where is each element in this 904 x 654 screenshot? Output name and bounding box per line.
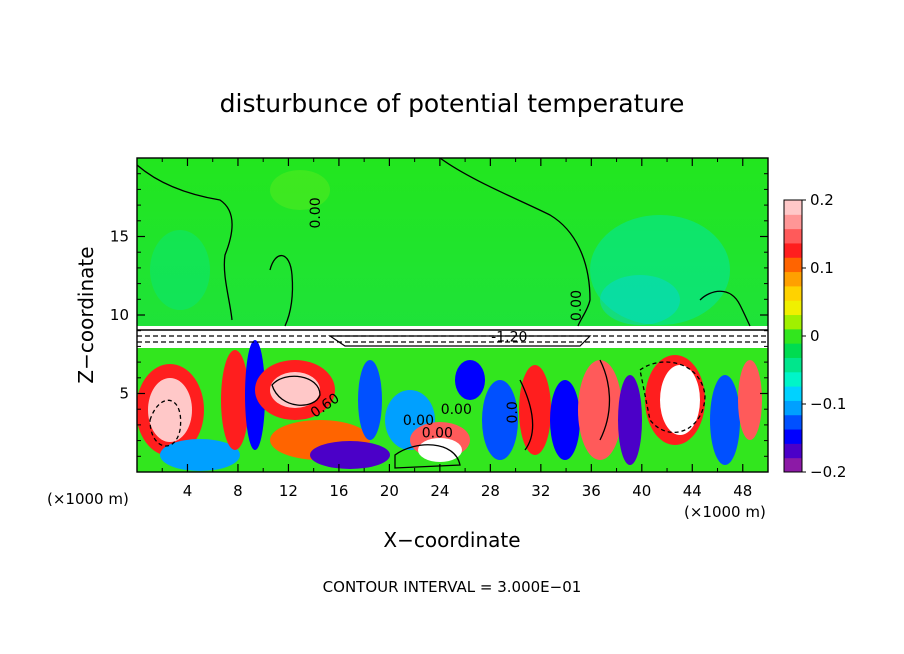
- colorbar-tick-label: 0.1: [810, 259, 834, 277]
- x-tick-label: 4: [183, 482, 193, 500]
- x-tick-label: 28: [481, 482, 500, 500]
- colorbar-tick-label: −0.1: [810, 395, 846, 413]
- y-axis-label: Z−coordinate: [74, 246, 98, 383]
- colorbar-band: [784, 300, 802, 316]
- x-tick-label: 36: [582, 482, 601, 500]
- x-tick-label: 44: [683, 482, 702, 500]
- x-tick-label: 20: [380, 482, 399, 500]
- colorbar-band: [784, 414, 802, 430]
- x-axis-label: X−coordinate: [383, 528, 520, 552]
- colorbar-band: [784, 228, 802, 244]
- x-unit-label-right: (×1000 m): [684, 503, 766, 521]
- colorbar-band: [784, 429, 802, 444]
- colorbar-band: [784, 285, 802, 301]
- contour-label: -1.20: [491, 330, 527, 346]
- contour-interval-note: CONTOUR INTERVAL = 3.000E−01: [323, 578, 582, 596]
- colorbar-band: [784, 257, 802, 273]
- contour-label: 0.00: [441, 402, 472, 418]
- colorbar-band: [784, 214, 802, 230]
- x-tick-label: 40: [632, 482, 651, 500]
- colorbar-band: [784, 314, 802, 330]
- contour-label: 0.00: [403, 413, 434, 429]
- colorbar-band: [784, 400, 802, 416]
- contour-label: 0.00: [422, 425, 453, 441]
- x-tick-label: 24: [430, 482, 449, 500]
- colorbar-band: [784, 443, 802, 459]
- colorbar-tick-label: 0.2: [810, 191, 834, 209]
- colorbar: 0.2 0.1 0 −0.1 −0.2: [783, 191, 846, 481]
- colorbar-band: [784, 371, 802, 387]
- y-tick-label: 15: [110, 228, 129, 246]
- colorbar-band: [784, 457, 802, 473]
- x-tick-label: 16: [329, 482, 348, 500]
- colorbar-band: [784, 386, 802, 401]
- colorbar-tick-label: 0: [810, 327, 820, 345]
- x-axis: 4 8 12 16 20 24 28 32 36 40 44 48: [161, 158, 752, 500]
- chart-title: disturbunce of potential temperature: [220, 89, 685, 118]
- x-tick-label: 12: [279, 482, 298, 500]
- y-tick-label: 5: [119, 385, 129, 403]
- contour-lines: [137, 158, 768, 469]
- colorbar-band: [784, 200, 802, 215]
- colorbar-band: [784, 357, 802, 373]
- colorbar-band: [784, 271, 802, 287]
- contour-label: 0.00: [569, 290, 585, 321]
- colorbar-band: [784, 242, 802, 258]
- x-tick-label: 8: [233, 482, 243, 500]
- colorbar-band: [784, 343, 802, 358]
- colorbar-band: [784, 328, 802, 344]
- x-tick-label: 32: [531, 482, 550, 500]
- contour-label: 0.0: [505, 401, 521, 423]
- y-tick-label: 10: [110, 306, 129, 324]
- contour-label: 0.00: [308, 197, 324, 228]
- x-unit-label-left: (×1000 m): [47, 490, 129, 508]
- y-axis: 5 10 15: [110, 173, 768, 457]
- colorbar-tick-label: −0.2: [810, 463, 846, 481]
- x-tick-label: 48: [733, 482, 752, 500]
